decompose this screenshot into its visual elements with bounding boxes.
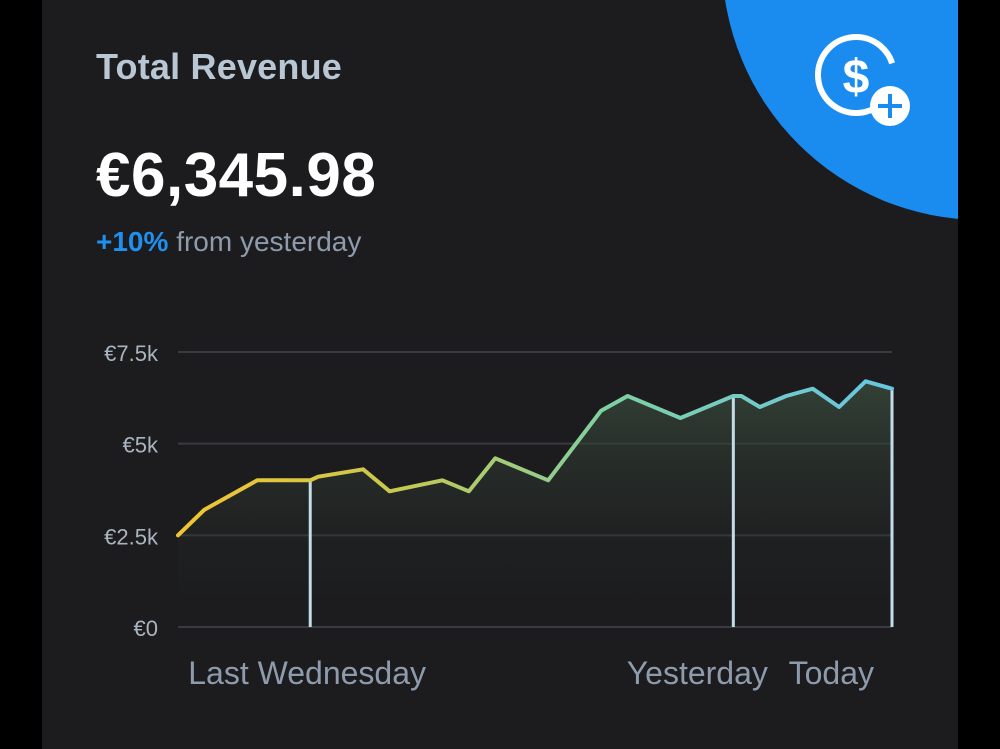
card-title: Total Revenue [96,46,342,87]
revenue-amount: €6,345.98 [96,141,377,210]
x-axis-label: Today [789,655,874,691]
area-fill [178,381,892,627]
svg-text:$: $ [843,51,870,104]
revenue-chart: €0 €2.5k €5k €7.5k Last Wednesday Yesterday T… [104,341,894,691]
x-axis-label: Yesterday [627,655,768,691]
y-tick-label: €2.5k [104,524,159,549]
delta-text: from yesterday [176,226,362,257]
y-tick-label: €7.5k [104,341,159,366]
dollar-add-icon[interactable]: $ [806,30,918,130]
delta-row: +10% from yesterday [96,226,361,258]
revenue-line [176,379,894,538]
delta-percent: +10% [96,226,169,257]
y-tick-label: €5k [123,433,159,458]
x-axis-label: Last Wednesday [188,655,426,691]
y-tick-label: €0 [134,616,158,641]
revenue-card: $ Total Revenue €6,345.98 +10% from yest… [42,0,958,749]
